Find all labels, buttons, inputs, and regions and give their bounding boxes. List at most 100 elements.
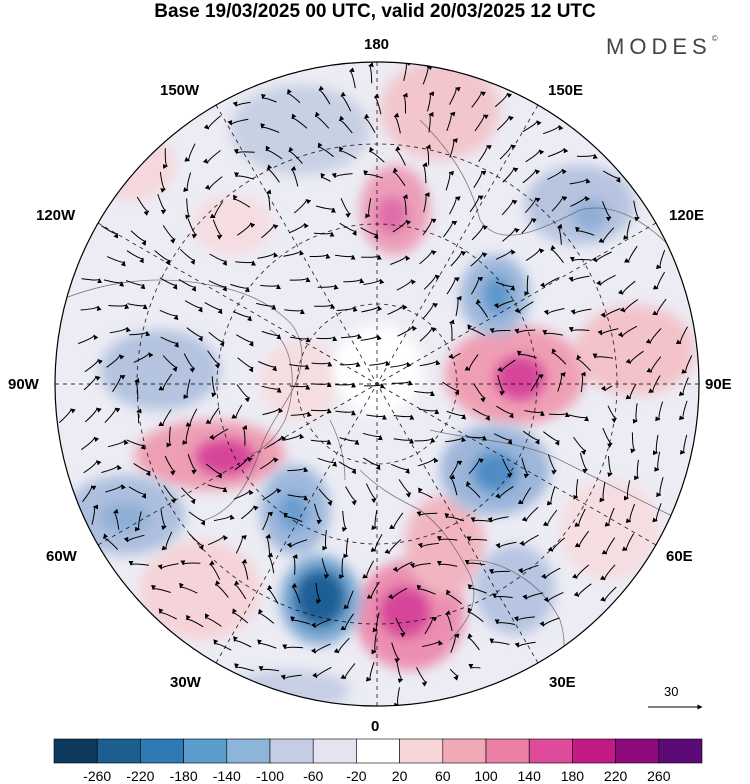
wind-arrow <box>160 336 179 348</box>
wind-arrow <box>178 278 196 292</box>
wind-arrow <box>316 336 338 342</box>
wind-arrow <box>547 454 557 475</box>
wind-arrow <box>134 378 140 400</box>
wind-arrow <box>416 667 428 687</box>
wind-arrow <box>604 507 615 527</box>
wind-arrow <box>182 425 190 445</box>
wind-arrow <box>471 225 488 241</box>
wind-arrow <box>157 563 179 570</box>
wind-arrow <box>524 410 545 416</box>
wind-arrow <box>539 617 560 627</box>
wind-arrow <box>240 505 259 520</box>
wind-arrow <box>208 534 229 546</box>
colorbar-swatch <box>140 738 184 764</box>
wind-arrow <box>409 562 431 569</box>
wind-arrow <box>387 587 408 600</box>
colorbar-tick-label: 260 <box>647 768 671 784</box>
wind-arrow <box>428 111 434 133</box>
wind-arrow <box>470 276 484 295</box>
wind-arrow <box>81 436 100 451</box>
wind-arrow <box>624 245 638 263</box>
wind-arrow <box>339 146 357 159</box>
wind-arrow <box>422 162 428 184</box>
wind-arrow <box>108 303 130 309</box>
wind-arrow <box>318 488 333 507</box>
wind-arrow <box>107 439 129 448</box>
wind-arrow <box>543 591 564 603</box>
wind-arrow <box>363 113 376 134</box>
wind-arrow <box>489 638 510 645</box>
wind-arrow <box>360 227 379 240</box>
wind-arrow <box>652 271 666 290</box>
wind-arrow <box>58 408 76 423</box>
wind-arrow <box>464 354 479 371</box>
wind-arrow <box>513 616 535 622</box>
wind-arrow <box>186 327 203 342</box>
wind-arrow <box>339 361 361 368</box>
wind-arrow <box>179 582 198 594</box>
lon-label-0: 0 <box>371 718 380 735</box>
wind-arrow <box>311 361 333 367</box>
wind-arrow <box>335 382 357 388</box>
wind-arrow <box>314 111 330 129</box>
wind-arrow <box>261 330 282 340</box>
colorbar-tick-label: 20 <box>391 768 408 784</box>
wind-arrow <box>592 251 612 263</box>
wind-arrow <box>363 170 383 179</box>
wind-arrow <box>341 510 348 532</box>
colorbar-tick-label: -100 <box>255 768 285 784</box>
wind-arrow <box>473 383 486 403</box>
wind-arrow <box>287 494 309 501</box>
wind-arrow <box>450 633 460 653</box>
wind-arrow <box>414 390 435 397</box>
colorbar-swatch <box>312 738 357 764</box>
wind-arrow <box>514 301 534 314</box>
wind-arrow <box>291 113 308 129</box>
wind-arrow <box>645 328 662 344</box>
wind-arrow <box>106 354 125 368</box>
wind-arrow <box>446 410 467 420</box>
wind-arrow <box>473 170 487 188</box>
wind-arrow <box>495 281 516 291</box>
wind-arrow <box>288 146 303 164</box>
wind-arrow <box>290 336 311 343</box>
wind-arrow <box>395 617 406 638</box>
wind-arrow <box>468 458 484 475</box>
wind-arrow <box>338 461 356 475</box>
wind-arrow <box>267 435 287 448</box>
wind-arrow <box>448 352 461 360</box>
wind-arrow <box>361 305 383 313</box>
colorbar-swatch <box>615 738 660 764</box>
wind-arrow <box>371 509 378 531</box>
wind-arrow <box>101 464 122 473</box>
wind-arrow <box>445 436 467 443</box>
wind-arrow <box>309 253 331 259</box>
wind-arrow <box>425 144 431 166</box>
wind-arrow <box>496 115 514 131</box>
wind-arrow <box>360 334 382 341</box>
wind-arrow <box>83 460 102 474</box>
wind-arrow <box>184 300 203 313</box>
wind-arrow <box>625 350 644 364</box>
wind-arrow <box>343 278 365 284</box>
wind-arrow <box>648 375 661 393</box>
wind-arrow <box>592 353 614 359</box>
wind-arrow <box>488 568 510 575</box>
wind-arrow <box>390 361 412 368</box>
wind-arrow <box>232 101 251 107</box>
wind-arrow <box>282 644 304 650</box>
wind-arrow <box>369 360 391 367</box>
wind-arrow <box>542 124 564 135</box>
wind-arrow <box>207 484 228 493</box>
colorbar-tick-label: -260 <box>83 768 112 784</box>
wind-arrow <box>449 319 455 341</box>
wind-arrow <box>630 432 636 454</box>
wind-arrow <box>466 435 487 441</box>
wind-arrow <box>128 560 150 566</box>
wind-arrow <box>189 533 204 551</box>
wind-arrow <box>579 452 588 474</box>
lon-label-90w: 90W <box>8 376 39 393</box>
colorbar-swatch <box>356 738 400 764</box>
wind-arrow <box>262 407 284 416</box>
wind-arrow <box>233 194 251 208</box>
